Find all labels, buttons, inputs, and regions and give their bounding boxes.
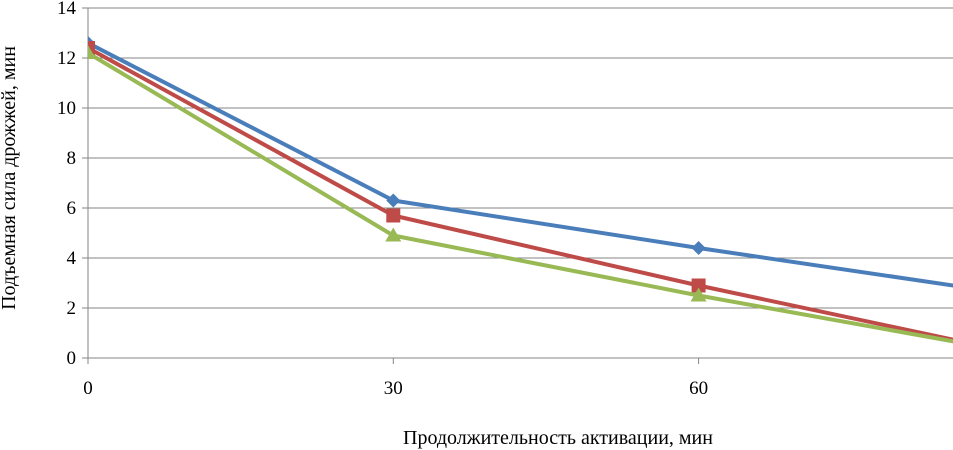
data-point-diamond bbox=[386, 193, 401, 208]
y-axis-title: Подъемная сила дрожжей, мин bbox=[0, 46, 20, 310]
series-line bbox=[88, 51, 953, 344]
y-tick-label: 0 bbox=[67, 348, 77, 369]
axes bbox=[82, 7, 953, 364]
data-point-square bbox=[88, 41, 95, 55]
data-point-diamond bbox=[691, 241, 706, 255]
y-tick-label: 8 bbox=[67, 148, 77, 169]
y-tick-label: 14 bbox=[57, 0, 77, 19]
series-group bbox=[88, 36, 953, 344]
y-tick-label: 10 bbox=[57, 98, 76, 119]
series-1 bbox=[88, 36, 953, 288]
series-line bbox=[88, 41, 953, 288]
x-tick-label: 60 bbox=[689, 378, 708, 399]
data-point-square bbox=[386, 208, 401, 223]
series-2 bbox=[88, 41, 953, 342]
gridlines bbox=[88, 7, 953, 309]
y-tick-label: 6 bbox=[67, 198, 77, 219]
y-tick-label: 12 bbox=[57, 48, 76, 69]
series-line bbox=[88, 46, 953, 342]
series-3 bbox=[88, 45, 953, 344]
x-tick-labels: 0 30 60 bbox=[83, 378, 708, 399]
x-tick-label: 30 bbox=[384, 378, 403, 399]
data-point-triangle bbox=[88, 45, 96, 59]
y-tick-label: 4 bbox=[67, 248, 77, 269]
data-point-triangle bbox=[385, 227, 402, 242]
data-point-triangle bbox=[690, 287, 707, 302]
data-point-square bbox=[691, 278, 706, 293]
x-tick-label: 0 bbox=[83, 378, 93, 399]
y-tick-labels: 0 2 4 6 8 10 12 14 bbox=[57, 0, 77, 369]
x-axis-title: Продолжительность активации, мин bbox=[403, 427, 713, 449]
y-tick-label: 2 bbox=[67, 298, 77, 319]
